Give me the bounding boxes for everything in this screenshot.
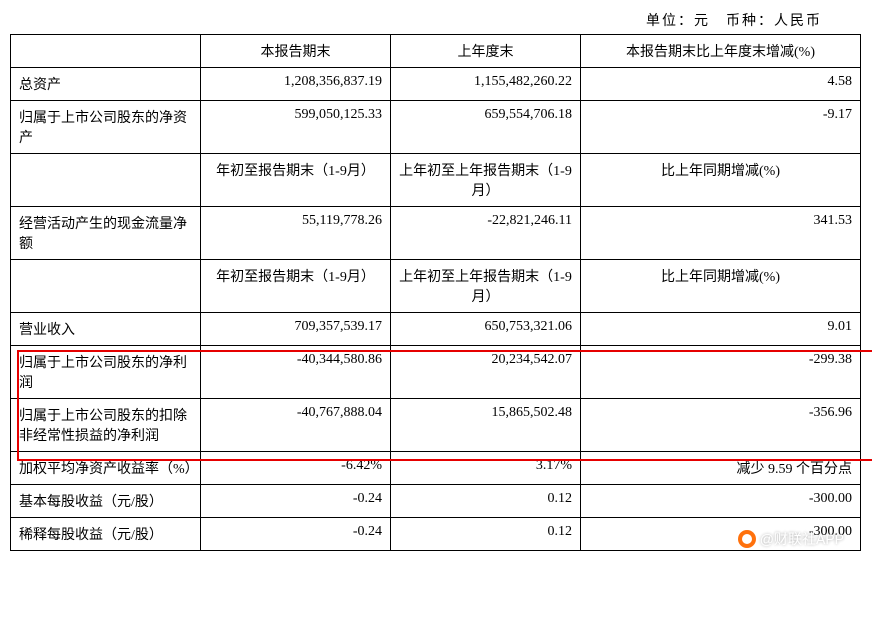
- cell: -300.00: [581, 485, 861, 518]
- header-blank: [11, 154, 201, 207]
- row-label: 稀释每股收益（元/股）: [11, 518, 201, 551]
- header-col3: 比上年同期增减(%): [581, 154, 861, 207]
- cell: -9.17: [581, 101, 861, 154]
- table-row: 基本每股收益（元/股） -0.24 0.12 -300.00: [11, 485, 861, 518]
- cell: -299.38: [581, 346, 861, 399]
- cell: 650,753,321.06: [391, 313, 581, 346]
- table-row: 加权平均净资产收益率（%） -6.42% 3.17% 减少 9.59 个百分点: [11, 452, 861, 485]
- table-header-row: 本报告期末 上年度末 本报告期末比上年度末增减(%): [11, 35, 861, 68]
- header-col2: 上年初至上年报告期末（1-9月）: [391, 154, 581, 207]
- table-row: 总资产 1,208,356,837.19 1,155,482,260.22 4.…: [11, 68, 861, 101]
- table-row: 稀释每股收益（元/股） -0.24 0.12 -300.00: [11, 518, 861, 551]
- cell: 709,357,539.17: [201, 313, 391, 346]
- cell: -356.96: [581, 399, 861, 452]
- watermark: @财联社APP: [738, 529, 844, 549]
- cell: 599,050,125.33: [201, 101, 391, 154]
- table-row: 经营活动产生的现金流量净额 55,119,778.26 -22,821,246.…: [11, 207, 861, 260]
- watermark-text: @财联社APP: [760, 529, 844, 549]
- cell: 0.12: [391, 485, 581, 518]
- unit-line: 单位：元 币种：人民币: [10, 10, 862, 30]
- cell: 55,119,778.26: [201, 207, 391, 260]
- table-header-row: 年初至报告期末（1-9月） 上年初至上年报告期末（1-9月） 比上年同期增减(%…: [11, 260, 861, 313]
- table-row: 归属于上市公司股东的净资产 599,050,125.33 659,554,706…: [11, 101, 861, 154]
- cell: 659,554,706.18: [391, 101, 581, 154]
- row-label: 加权平均净资产收益率（%）: [11, 452, 201, 485]
- table-row: 归属于上市公司股东的净利润 -40,344,580.86 20,234,542.…: [11, 346, 861, 399]
- cell: 1,208,356,837.19: [201, 68, 391, 101]
- cell: 0.12: [391, 518, 581, 551]
- cell: 减少 9.59 个百分点: [581, 452, 861, 485]
- cell: -40,767,888.04: [201, 399, 391, 452]
- row-label: 总资产: [11, 68, 201, 101]
- row-label: 营业收入: [11, 313, 201, 346]
- cell: 9.01: [581, 313, 861, 346]
- row-label: 归属于上市公司股东的净利润: [11, 346, 201, 399]
- watermark-icon: [738, 530, 756, 548]
- header-col1: 年初至报告期末（1-9月）: [201, 154, 391, 207]
- cell: -6.42%: [201, 452, 391, 485]
- table-row: 营业收入 709,357,539.17 650,753,321.06 9.01: [11, 313, 861, 346]
- table-header-row: 年初至报告期末（1-9月） 上年初至上年报告期末（1-9月） 比上年同期增减(%…: [11, 154, 861, 207]
- row-label: 经营活动产生的现金流量净额: [11, 207, 201, 260]
- cell: 3.17%: [391, 452, 581, 485]
- row-label: 基本每股收益（元/股）: [11, 485, 201, 518]
- row-label: 归属于上市公司股东的净资产: [11, 101, 201, 154]
- header-col2: 上年初至上年报告期末（1-9月）: [391, 260, 581, 313]
- cell: -0.24: [201, 485, 391, 518]
- cell: 20,234,542.07: [391, 346, 581, 399]
- cell: -22,821,246.11: [391, 207, 581, 260]
- cell: 15,865,502.48: [391, 399, 581, 452]
- header-col1: 年初至报告期末（1-9月）: [201, 260, 391, 313]
- header-col1: 本报告期末: [201, 35, 391, 68]
- header-col2: 上年度末: [391, 35, 581, 68]
- header-col3: 本报告期末比上年度末增减(%): [581, 35, 861, 68]
- header-blank: [11, 260, 201, 313]
- cell: -0.24: [201, 518, 391, 551]
- table-container: 单位：元 币种：人民币 本报告期末 上年度末 本报告期末比上年度末增减(%) 总…: [10, 10, 862, 551]
- row-label: 归属于上市公司股东的扣除非经常性损益的净利润: [11, 399, 201, 452]
- cell: 1,155,482,260.22: [391, 68, 581, 101]
- financial-table: 本报告期末 上年度末 本报告期末比上年度末增减(%) 总资产 1,208,356…: [10, 34, 861, 551]
- cell: 341.53: [581, 207, 861, 260]
- header-blank: [11, 35, 201, 68]
- header-col3: 比上年同期增减(%): [581, 260, 861, 313]
- cell: 4.58: [581, 68, 861, 101]
- table-row: 归属于上市公司股东的扣除非经常性损益的净利润 -40,767,888.04 15…: [11, 399, 861, 452]
- cell: -40,344,580.86: [201, 346, 391, 399]
